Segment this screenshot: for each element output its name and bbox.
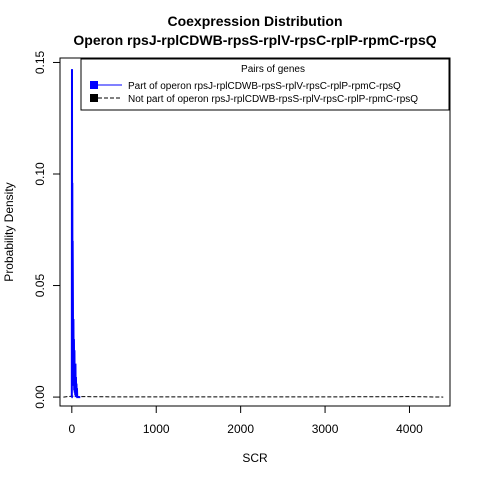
legend-entry-not-part: Not part of operon rpsJ-rplCDWB-rpsS-rpl… bbox=[128, 94, 418, 105]
y-tick-label: 0.15 bbox=[33, 50, 47, 74]
x-tick-label: 2000 bbox=[227, 422, 254, 436]
y-axis: 0.00 0.05 0.10 0.15 bbox=[33, 50, 61, 409]
x-tick-label: 3000 bbox=[312, 422, 339, 436]
y-axis-label: Probability Density bbox=[2, 182, 16, 281]
y-tick-label: 0.00 bbox=[33, 385, 47, 409]
x-tick-label: 1000 bbox=[143, 422, 170, 436]
x-tick-label: 0 bbox=[68, 422, 75, 436]
y-tick-label: 0.10 bbox=[33, 162, 47, 186]
x-axis: 0 1000 2000 3000 4000 bbox=[68, 405, 423, 436]
legend: Pairs of genes Part of operon rpsJ-rplCD… bbox=[80, 58, 450, 111]
legend-title: Pairs of genes bbox=[241, 64, 305, 75]
chart-title: Coexpression Distribution bbox=[167, 13, 342, 29]
legend-box bbox=[80, 58, 450, 111]
series-line-part-of-operon bbox=[70, 69, 81, 399]
legend-swatch-not-part bbox=[90, 94, 98, 102]
chart-subtitle: Operon rpsJ-rplCDWB-rpsS-rplV-rpsC-rplP-… bbox=[73, 32, 436, 48]
y-tick-label: 0.05 bbox=[33, 274, 47, 298]
legend-entry-part: Part of operon rpsJ-rplCDWB-rpsS-rplV-rp… bbox=[128, 81, 401, 92]
series-layer bbox=[63, 69, 444, 399]
legend-swatch-part bbox=[90, 81, 98, 89]
x-axis-label: SCR bbox=[242, 451, 268, 465]
x-tick-label: 4000 bbox=[396, 422, 423, 436]
